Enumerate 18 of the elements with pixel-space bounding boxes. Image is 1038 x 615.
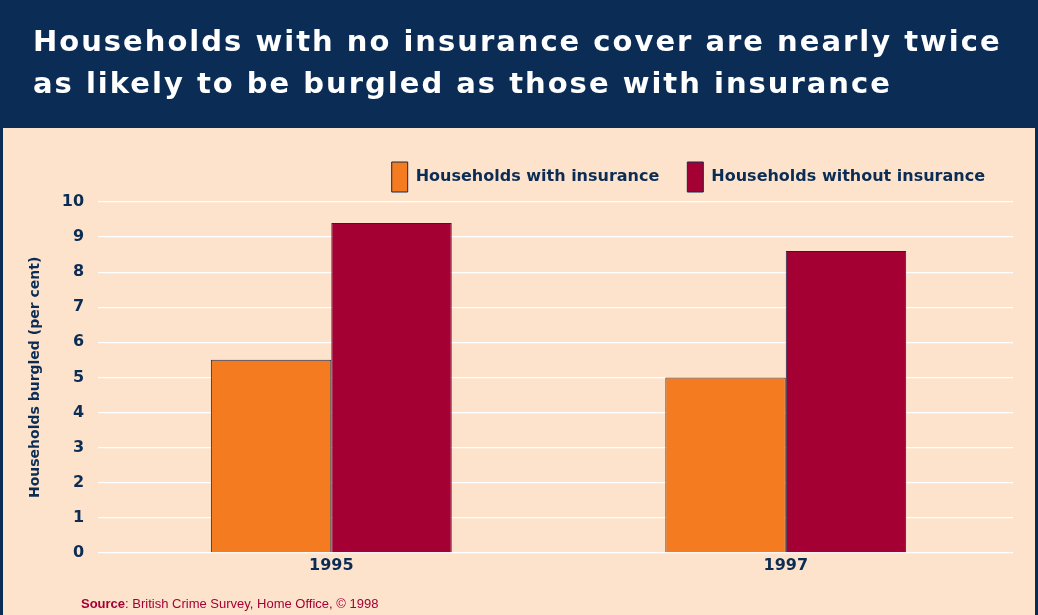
source-note: Source: British Crime Survey, Home Office, © 1998: [81, 596, 379, 611]
legend-label: Households with insurance: [415, 166, 660, 186]
x-tick-label: 1997: [763, 554, 809, 574]
chart-title: Households with no insurance cover are nearly twice as likely to be burgled as those with insurance: [3, 0, 1035, 128]
y-tick-label: 4: [72, 401, 85, 421]
y-tick-label: 7: [72, 296, 85, 316]
y-tick-label: 3: [72, 436, 85, 456]
y-tick-label: 0: [72, 541, 85, 561]
y-tick-label: 10: [61, 191, 85, 211]
legend-label: Households without insurance: [711, 166, 986, 186]
y-tick-label: 2: [72, 471, 85, 491]
y-tick-label: 9: [72, 226, 85, 246]
y-tick-label: 5: [72, 366, 85, 386]
x-tick-label: 1995: [309, 554, 354, 574]
y-tick-label: 6: [72, 331, 85, 351]
y-tick-label: 8: [72, 261, 85, 281]
y-tick-label: 1: [72, 506, 85, 526]
y-axis-title: Households burgled (per cent): [26, 256, 43, 499]
